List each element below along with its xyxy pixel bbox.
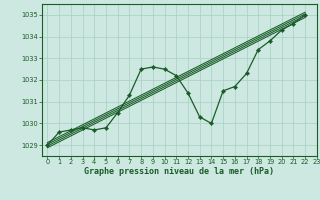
X-axis label: Graphe pression niveau de la mer (hPa): Graphe pression niveau de la mer (hPa) bbox=[84, 167, 274, 176]
